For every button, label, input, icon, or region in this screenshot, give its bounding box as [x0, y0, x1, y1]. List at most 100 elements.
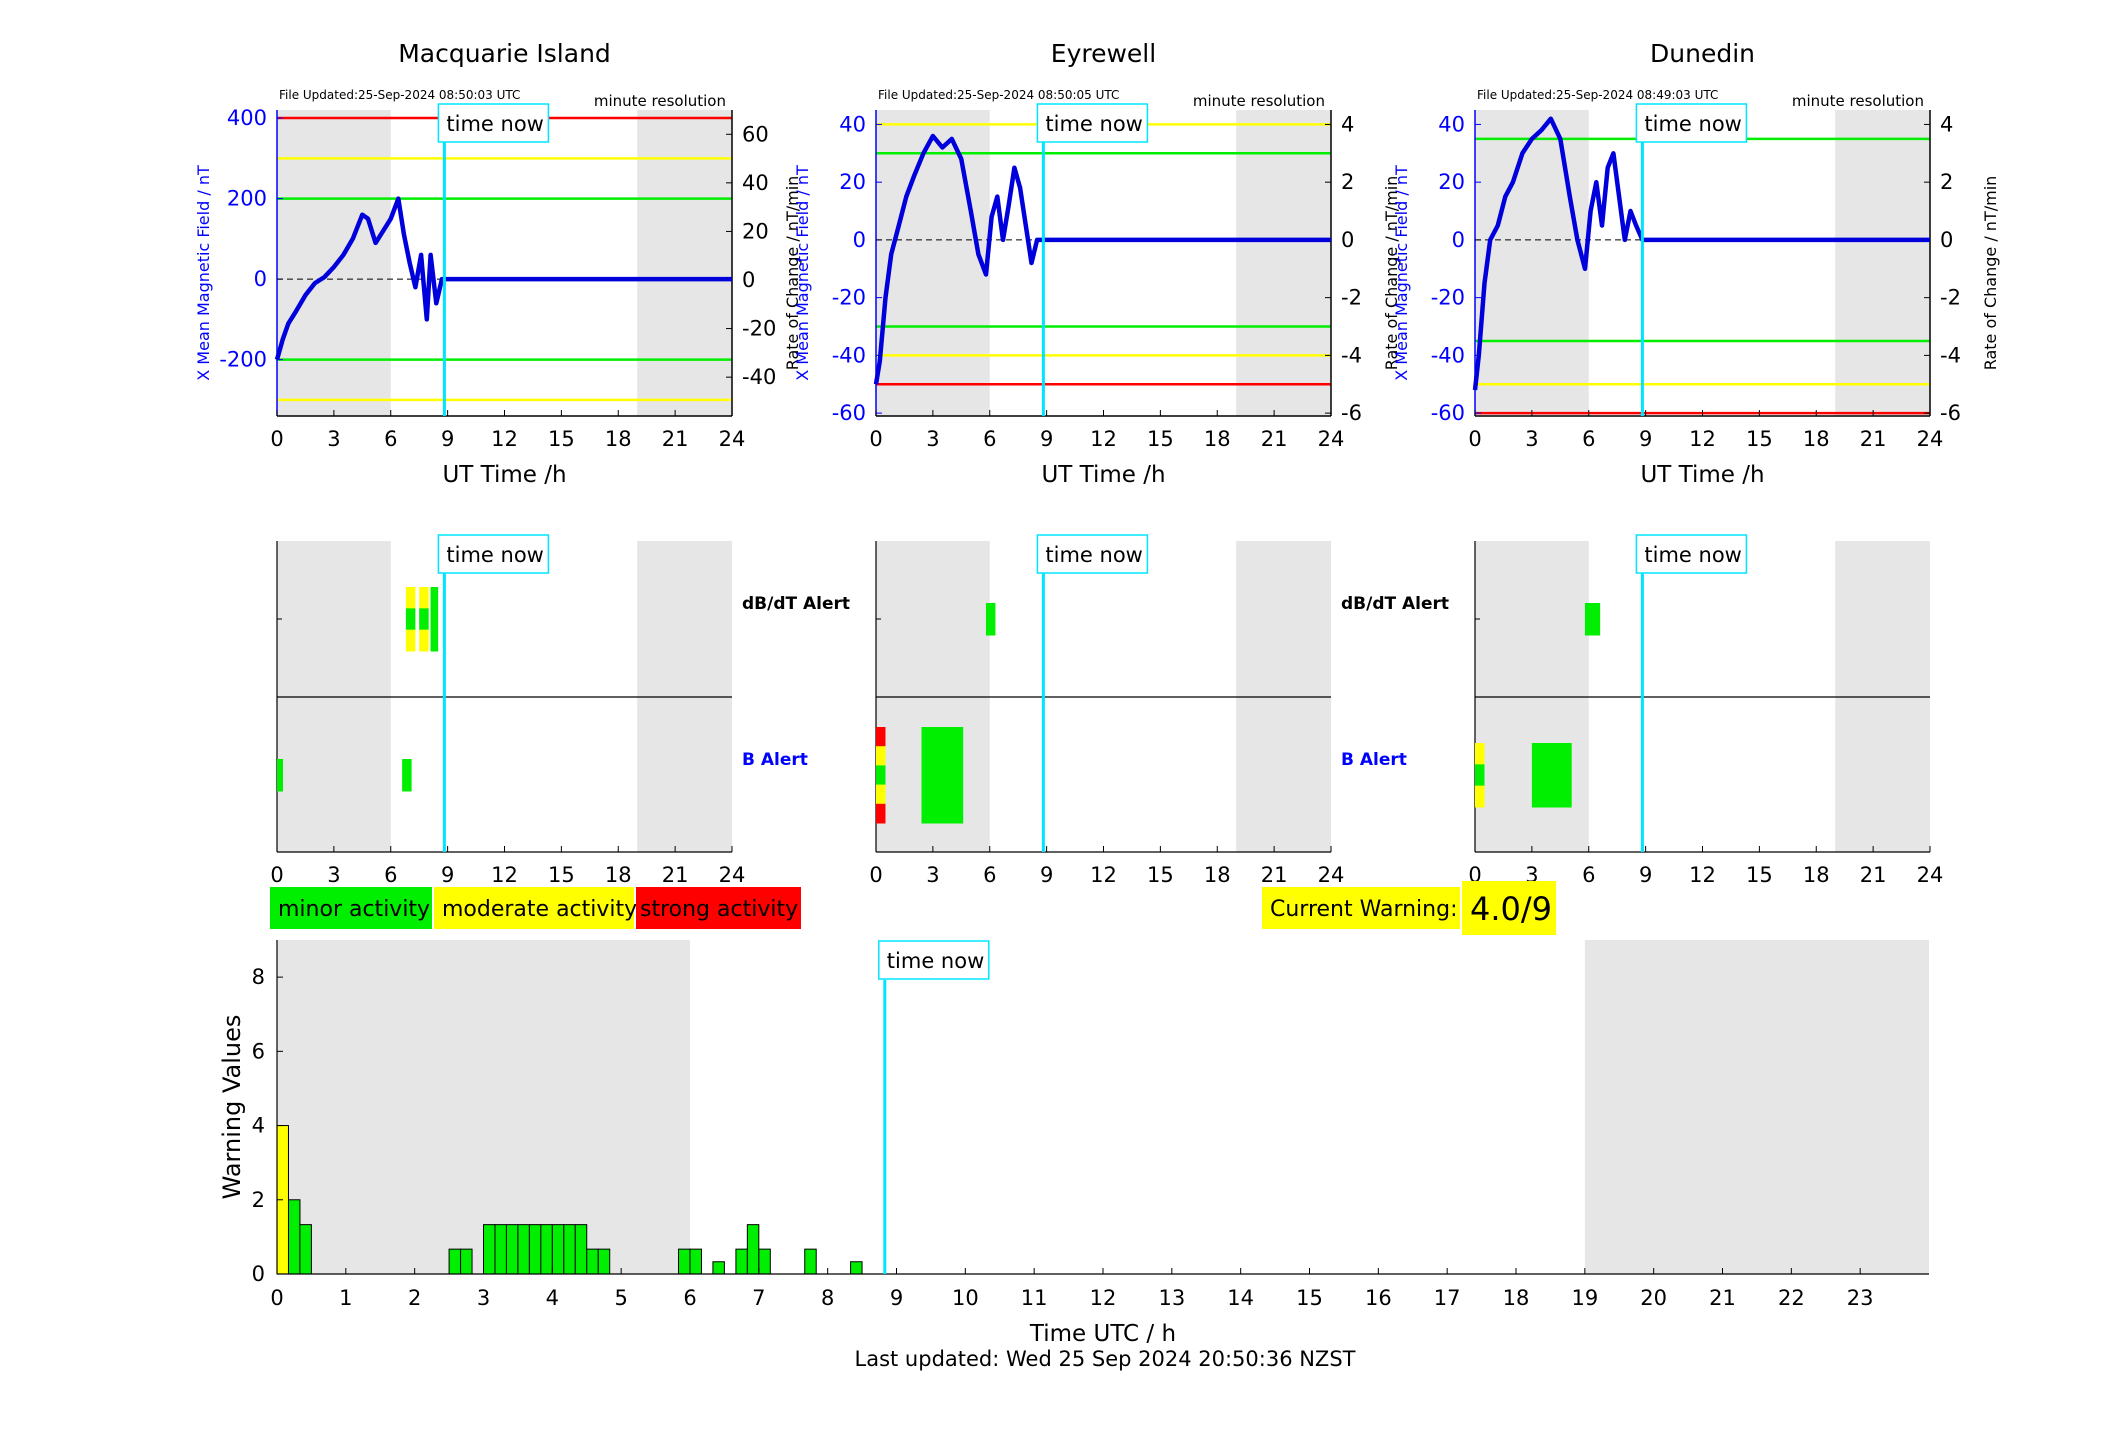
- b-alert-block: [876, 784, 886, 805]
- panel-title: Eyrewell: [1051, 39, 1156, 68]
- x-mean-field-line: [1472, 116, 1930, 391]
- x-tick-label: 0: [1468, 427, 1481, 451]
- dbdt-alert-block: [1584, 603, 1601, 636]
- y-right-tick-label: 0: [1341, 228, 1354, 252]
- dbdt-alert-label: dB/dT Alert: [742, 594, 850, 614]
- dbdt-alert-block: [405, 629, 416, 652]
- y-right-tick-label: 40: [742, 171, 769, 195]
- y-axis-label: X Mean Magnetic Field / nT: [793, 165, 812, 381]
- x-tick-label: 12: [1689, 427, 1716, 451]
- x-tick-label: 12: [1090, 1286, 1117, 1310]
- warning-bar: [804, 1248, 817, 1275]
- y-right-tick-label: 60: [742, 122, 769, 146]
- y-right-tick-label: -20: [742, 317, 776, 341]
- x-tick-label: 23: [1847, 1286, 1874, 1310]
- time-now-label: time now: [1045, 543, 1142, 567]
- current-warning-label: Current Warning:: [1270, 897, 1457, 922]
- warning-bar: [287, 1199, 301, 1275]
- x-tick-label: 15: [548, 427, 575, 451]
- time-now-box: [1036, 103, 1149, 143]
- dbdt-alert-block: [405, 587, 416, 609]
- b-alert-block: [876, 765, 886, 786]
- warning-bar: [299, 1224, 312, 1275]
- warning-bar: [689, 1248, 702, 1275]
- x-tick-label: 24: [1318, 427, 1345, 451]
- alert-panels: 0 3 6 9 12 15 18 21 24 time now dB/dT Alert B Alert…: [270, 534, 1944, 887]
- x-tick-label: 10: [952, 1286, 979, 1310]
- y-right-tick-label: 0: [1940, 228, 1953, 252]
- x-tick-label: 19: [1571, 1286, 1598, 1310]
- warning-bar: [494, 1224, 507, 1275]
- y-tick-label: 4: [252, 1114, 265, 1138]
- x-tick-label: 21: [1860, 863, 1887, 887]
- x-tick-label: 22: [1778, 1286, 1805, 1310]
- y-right-tick-label: 0: [742, 268, 755, 292]
- y-tick-label: 0: [1452, 228, 1465, 252]
- y-right-tick-label: 20: [742, 219, 769, 243]
- y-right-tick-label: 2: [1341, 170, 1354, 194]
- warning-bar: [586, 1248, 599, 1275]
- x-tick-label: 17: [1434, 1286, 1461, 1310]
- night-shading: [1236, 110, 1331, 416]
- warning-bar: [758, 1248, 771, 1275]
- y-right-tick-label: -40: [742, 365, 776, 389]
- b-alert-block: [1475, 785, 1485, 808]
- x-tick-label: 12: [1090, 427, 1117, 451]
- x-tick-label: 9: [1040, 427, 1053, 451]
- x-tick-label: 21: [1860, 427, 1887, 451]
- x-tick-label: 15: [548, 863, 575, 887]
- x-tick-label: 6: [1582, 863, 1595, 887]
- b-alert-block: [1475, 764, 1485, 787]
- y-tick-label: 2: [252, 1188, 265, 1212]
- time-now-label: time now: [446, 543, 543, 567]
- legend-minor-swatch: [270, 887, 432, 929]
- warning-bar: [528, 1224, 542, 1275]
- x-tick-label: 6: [683, 1286, 696, 1310]
- x-tick-label: 8: [821, 1286, 834, 1310]
- night-shading: [1584, 940, 1929, 1274]
- x-tick-label: 12: [491, 427, 518, 451]
- x-tick-label: 9: [890, 1286, 903, 1310]
- warning-bar: [505, 1224, 519, 1275]
- time-now-label: time now: [446, 112, 543, 136]
- x-axis-label: Time UTC / h: [1029, 1321, 1176, 1347]
- dbdt-alert-block: [419, 629, 429, 652]
- dbdt-alert-block: [985, 603, 996, 636]
- y-axis-label: X Mean Magnetic Field / nT: [194, 165, 213, 381]
- resolution-label: minute resolution: [594, 92, 726, 110]
- y-right-tick-label: -2: [1341, 286, 1362, 310]
- x-tick-label: 24: [1318, 863, 1345, 887]
- legend-moderate-label: moderate activity: [442, 897, 637, 922]
- y-right-tick-label: 4: [1940, 112, 1953, 136]
- x-tick-label: 3: [327, 427, 340, 451]
- b-alert-block: [876, 803, 886, 824]
- x-axis-label: UT Time /h: [442, 462, 566, 488]
- x-tick-label: 9: [441, 427, 454, 451]
- warning-values-chart: 0 1 2 3 4 5 6 7 8 9 10 11 12 13 14 15 16 17 18 19 20 21 22 2302…: [218, 940, 1929, 1347]
- dbdt-alert-block: [405, 608, 416, 631]
- x-axis-label: UT Time /h: [1640, 462, 1764, 488]
- time-now-label: time now: [1644, 112, 1741, 136]
- y-right-axis-label: Rate of Change / nT/min: [1981, 176, 2000, 371]
- warning-bar: [563, 1224, 576, 1275]
- x-tick-label: 4: [546, 1286, 559, 1310]
- warning-bar: [483, 1224, 496, 1275]
- x-tick-label: 2: [408, 1286, 421, 1310]
- y-right-axis-label: Rate of Change / nT/min: [1382, 176, 1401, 371]
- b-alert-block: [921, 727, 964, 824]
- x-tick-label: 6: [1582, 427, 1595, 451]
- x-tick-label: 9: [1639, 863, 1652, 887]
- time-now-box: [1036, 534, 1149, 574]
- night-shading: [637, 110, 732, 416]
- x-tick-label: 24: [1917, 863, 1944, 887]
- x-tick-label: 3: [327, 863, 340, 887]
- warning-bar: [517, 1224, 530, 1275]
- x-axis-label: UT Time /h: [1041, 462, 1165, 488]
- warning-bar: [551, 1224, 565, 1275]
- b-alert-block: [876, 746, 886, 766]
- resolution-label: minute resolution: [1792, 92, 1924, 110]
- x-tick-label: 18: [1204, 427, 1231, 451]
